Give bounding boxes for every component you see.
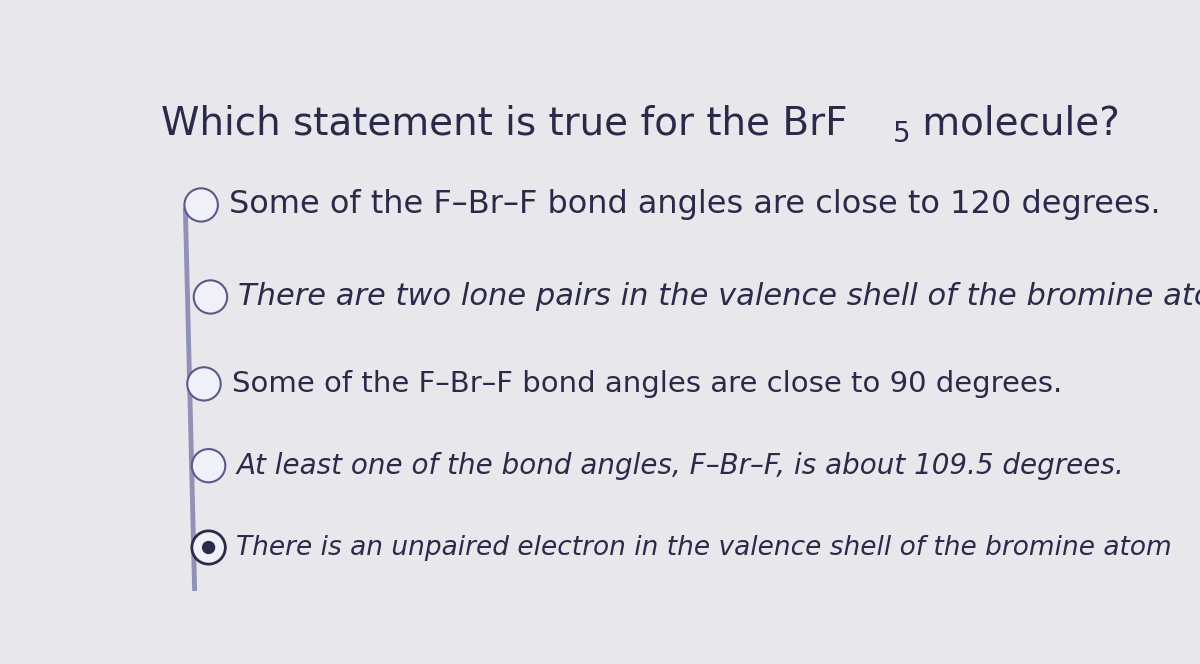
Text: There is an unpaired electron in the valence shell of the bromine atom: There is an unpaired electron in the val… (236, 535, 1172, 560)
Text: Some of the F–Br–F bond angles are close to 90 degrees.: Some of the F–Br–F bond angles are close… (232, 370, 1062, 398)
Ellipse shape (185, 189, 218, 222)
Text: molecule?: molecule? (910, 104, 1120, 142)
Text: At least one of the bond angles, F–Br–F, is about 109.5 degrees.: At least one of the bond angles, F–Br–F,… (236, 452, 1124, 479)
Text: Which statement is true for the BrF: Which statement is true for the BrF (161, 104, 847, 142)
Ellipse shape (193, 280, 227, 313)
Text: Some of the F–Br–F bond angles are close to 120 degrees.: Some of the F–Br–F bond angles are close… (229, 189, 1160, 220)
Ellipse shape (187, 367, 221, 400)
Ellipse shape (192, 531, 226, 564)
Text: 5: 5 (893, 120, 911, 148)
Text: There are two lone pairs in the valence shell of the bromine atom.: There are two lone pairs in the valence … (239, 282, 1200, 311)
Ellipse shape (192, 449, 226, 482)
Ellipse shape (202, 541, 215, 554)
